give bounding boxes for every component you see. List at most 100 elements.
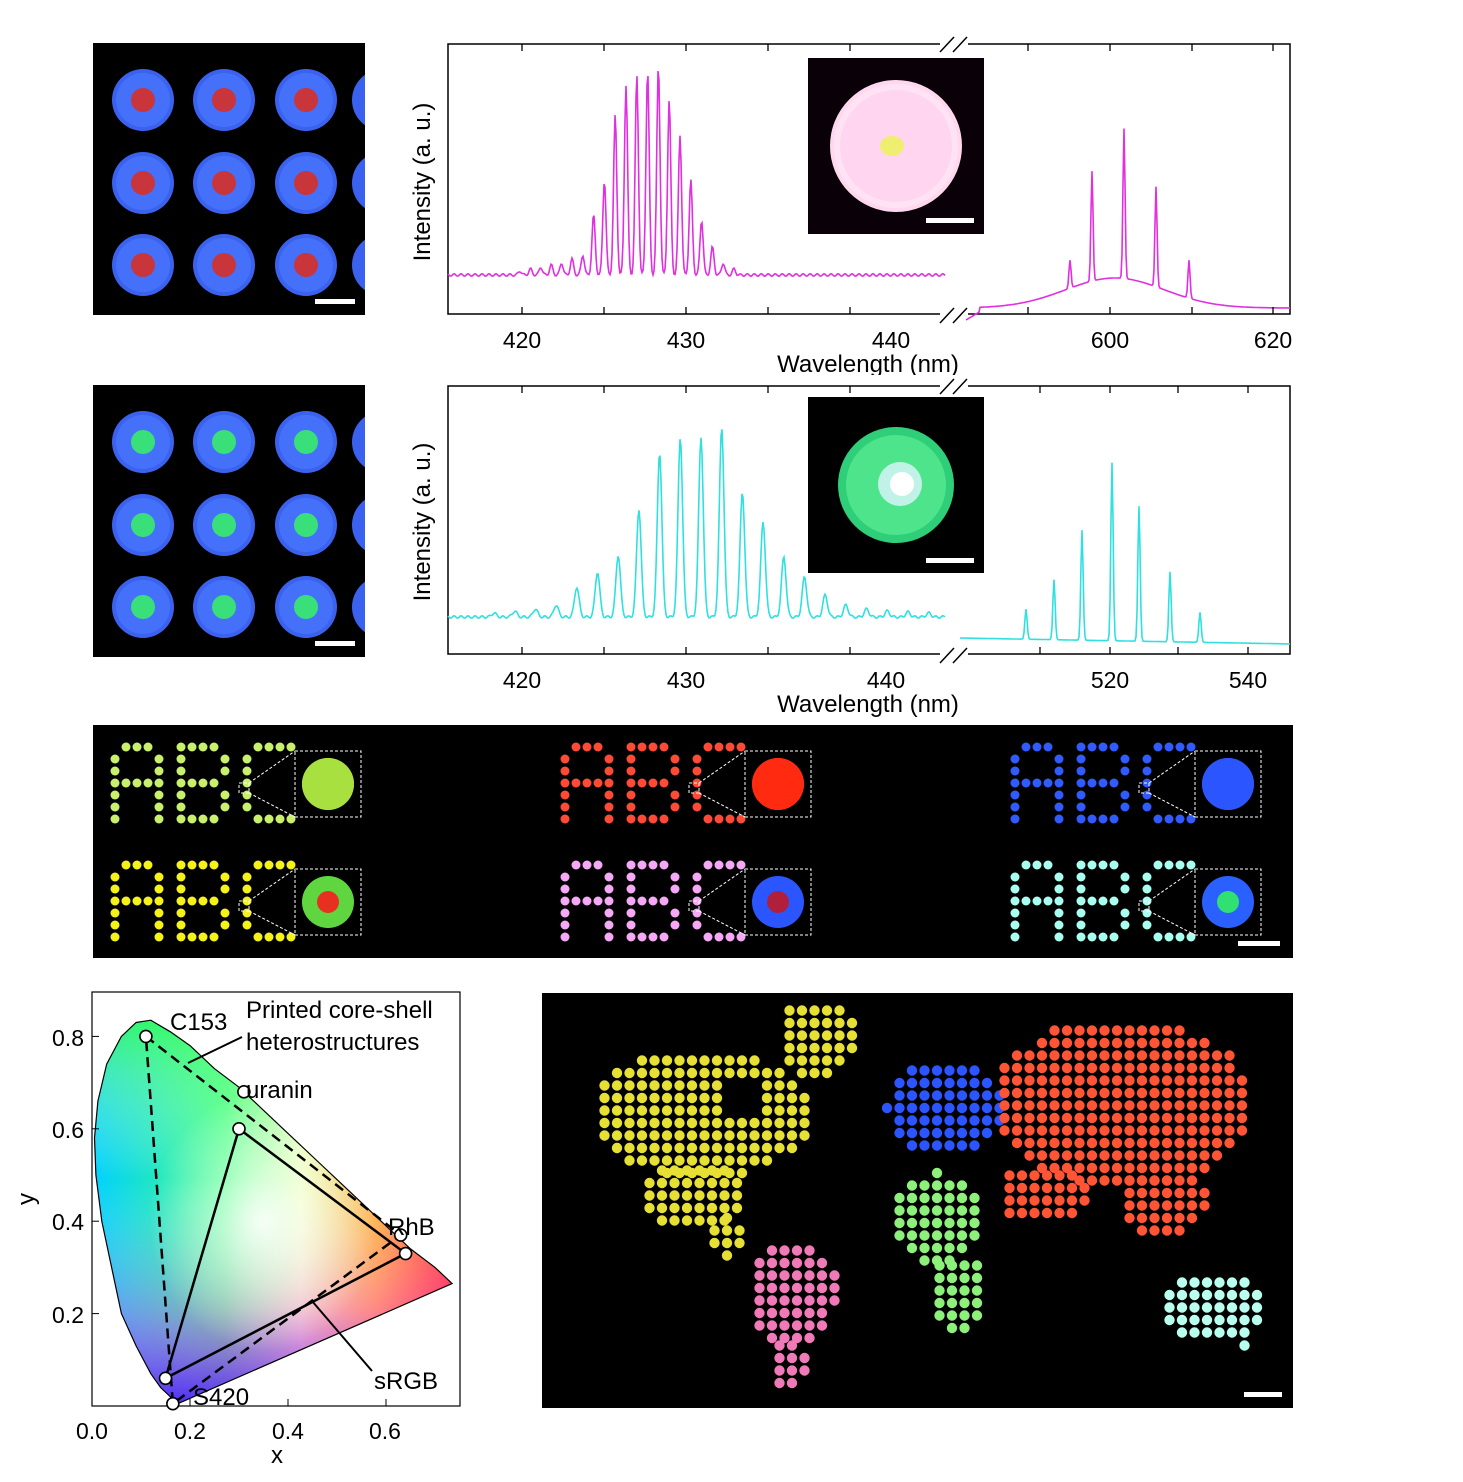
map-dot xyxy=(1136,1200,1148,1211)
abc-dot xyxy=(571,778,581,788)
map-dot xyxy=(959,1260,970,1271)
map-dot xyxy=(796,1005,808,1016)
abc-dot xyxy=(187,860,197,870)
map-dot xyxy=(799,1105,810,1116)
abc-dot xyxy=(1010,896,1020,906)
map-dot xyxy=(1054,1182,1065,1194)
map-dot xyxy=(599,1092,610,1104)
map-dot xyxy=(1161,1137,1173,1149)
ytick-cie-2: 0.6 xyxy=(52,1117,84,1143)
map-dot xyxy=(761,1130,773,1141)
abc-dot xyxy=(626,884,636,894)
map-dot xyxy=(999,1112,1010,1124)
map-dot xyxy=(944,1205,955,1216)
map-dot xyxy=(711,1080,723,1091)
abc-dot xyxy=(110,932,120,942)
map-dot xyxy=(761,1142,773,1154)
abc-dot xyxy=(154,778,164,788)
map-dot xyxy=(1199,1062,1210,1074)
map-dot xyxy=(649,1155,660,1166)
xtick-a-440: 440 xyxy=(872,327,910,353)
map-dot xyxy=(1036,1037,1048,1049)
map-dot xyxy=(1086,1162,1098,1174)
map-dot xyxy=(944,1077,955,1089)
map-dot xyxy=(796,1017,808,1029)
map-dot xyxy=(946,1285,958,1296)
map-dot xyxy=(1086,1125,1098,1136)
map-dot xyxy=(1099,1100,1110,1111)
map-dot xyxy=(1149,1050,1160,1061)
map-dot xyxy=(1061,1037,1073,1049)
map-dot xyxy=(894,1192,905,1204)
map-dot xyxy=(721,1237,733,1249)
map-dot xyxy=(1004,1170,1015,1181)
map-dot xyxy=(1199,1075,1210,1086)
abc-dot xyxy=(154,908,164,918)
map-dot xyxy=(934,1272,945,1284)
map-dot xyxy=(1061,1075,1073,1086)
map-dot xyxy=(959,1310,970,1321)
map-dot xyxy=(1086,1037,1098,1049)
map-dot xyxy=(674,1155,685,1166)
map-dot xyxy=(834,1055,845,1066)
map-dot xyxy=(774,1130,785,1141)
map-dot xyxy=(1176,1277,1188,1288)
abc-dot xyxy=(1076,802,1086,812)
map-dot xyxy=(906,1205,918,1216)
abc-dot xyxy=(560,896,570,906)
map-dot xyxy=(1214,1314,1225,1326)
map-dot xyxy=(816,1295,828,1306)
abc-dot xyxy=(659,778,669,788)
map-dot xyxy=(709,1225,720,1236)
map-dot xyxy=(1174,1062,1185,1074)
abc-dot xyxy=(1186,742,1196,752)
abc-dot xyxy=(1087,814,1097,824)
xtick-b-430: 430 xyxy=(667,667,705,693)
map-dot xyxy=(944,1090,955,1101)
map-dot xyxy=(1011,1112,1023,1124)
abc-dot xyxy=(143,896,153,906)
abc-dot xyxy=(1054,896,1064,906)
map-dot xyxy=(1174,1025,1185,1036)
abc-dot xyxy=(1142,908,1152,918)
abc-dot xyxy=(242,884,252,894)
map-dot xyxy=(1174,1112,1185,1124)
map-dot xyxy=(766,1282,778,1294)
abc-dot xyxy=(1054,790,1064,800)
microdisk-core xyxy=(212,253,236,277)
map-dot xyxy=(906,1230,918,1241)
map-dot xyxy=(599,1117,610,1129)
map-dot xyxy=(809,1017,820,1029)
map-dot xyxy=(1024,1087,1035,1099)
abc-dot xyxy=(659,814,669,824)
abc-dot xyxy=(1010,790,1020,800)
map-dot xyxy=(1136,1150,1148,1161)
map-dot xyxy=(1111,1025,1123,1036)
map-dot xyxy=(1199,1037,1210,1049)
map-dot xyxy=(969,1090,980,1101)
map-dot xyxy=(1236,1100,1248,1111)
map-dot xyxy=(1099,1175,1110,1186)
abc-dot xyxy=(242,920,252,930)
map-dot xyxy=(1199,1100,1210,1111)
map-dot xyxy=(681,1202,693,1214)
map-dot xyxy=(611,1067,623,1079)
map-dot xyxy=(919,1140,930,1151)
map-dot xyxy=(1199,1125,1210,1136)
map-dot xyxy=(1111,1175,1123,1186)
microdisk-core xyxy=(131,88,155,112)
map-dot xyxy=(761,1117,773,1129)
abc-dot xyxy=(242,908,252,918)
xlabel-b: Wavelength (nm) xyxy=(777,691,959,717)
map-dot xyxy=(719,1202,730,1214)
map-dot xyxy=(656,1215,668,1226)
map-dot xyxy=(1086,1050,1098,1061)
abc-dot xyxy=(1098,860,1108,870)
map-dot xyxy=(799,1130,810,1141)
map-dot xyxy=(774,1365,785,1376)
map-dot xyxy=(1074,1150,1085,1161)
map-dot xyxy=(784,1055,795,1066)
map-dot xyxy=(944,1217,955,1229)
srgb-vertex xyxy=(398,1246,413,1261)
map-dot xyxy=(711,1055,723,1066)
